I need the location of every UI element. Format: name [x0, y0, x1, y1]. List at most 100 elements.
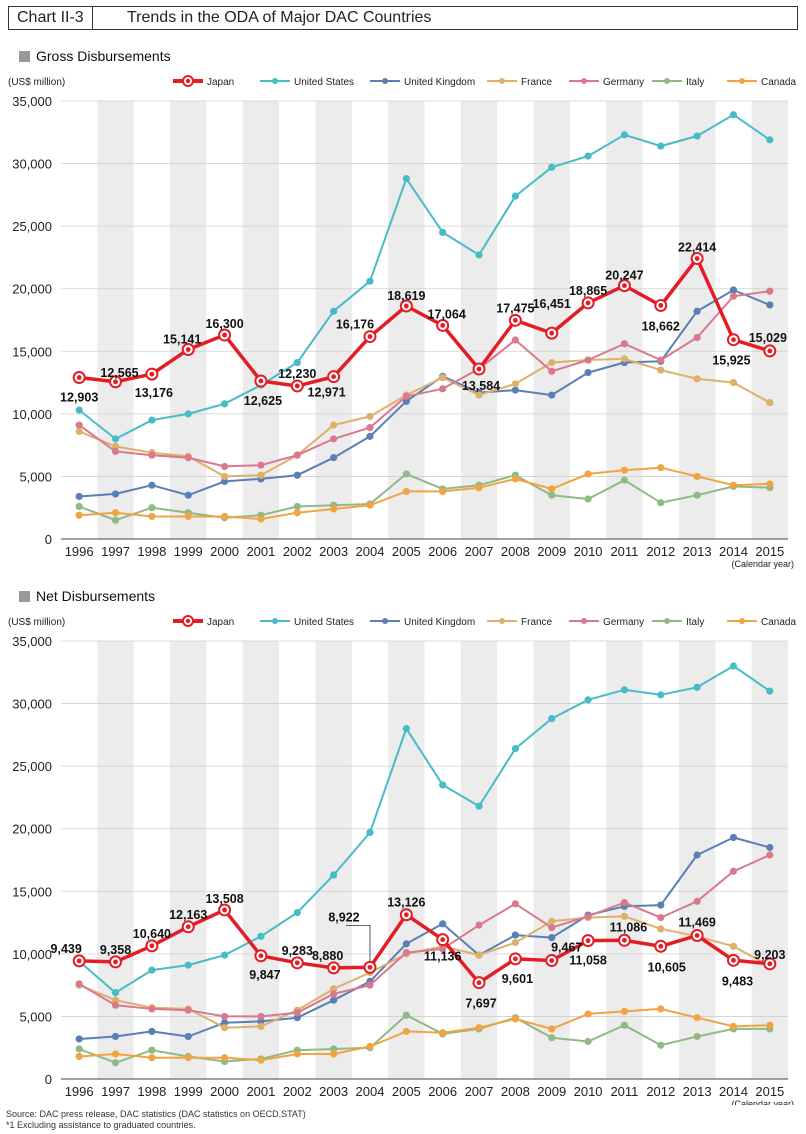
data-label-japan: 9,203	[754, 948, 785, 962]
x-tick-label: 2011	[610, 544, 638, 559]
data-point-canada	[657, 464, 665, 472]
data-point-france	[766, 398, 774, 407]
data-point-germany	[620, 340, 629, 348]
data-point-japan-dot	[76, 958, 82, 964]
data-label-japan: 8,880	[312, 949, 343, 963]
data-point-germany	[148, 1005, 156, 1013]
legend-label: United States	[294, 77, 354, 88]
series-canada	[75, 464, 774, 523]
x-tick-label: 2002	[283, 1084, 312, 1099]
data-point-france	[257, 1022, 265, 1031]
data-label-japan: 12,163	[169, 908, 207, 922]
data-label-japan: 13,126	[387, 896, 425, 910]
year-band	[678, 101, 716, 539]
footnote: *1 Excluding assistance to graduated cou…	[6, 1120, 196, 1130]
legend-marker-dot	[185, 618, 191, 624]
data-point-france	[330, 421, 338, 429]
x-tick-label: 2002	[283, 544, 312, 559]
series-germany	[75, 287, 774, 471]
legend-marker	[739, 618, 745, 624]
y-tick-label: 10,000	[12, 947, 52, 962]
data-point-germany	[511, 900, 519, 908]
data-point-united-states	[220, 951, 229, 959]
data-label-japan: 10,640	[133, 927, 171, 941]
data-label-japan: 13,176	[135, 386, 173, 400]
data-label-japan: 16,300	[205, 317, 243, 331]
y-tick-label: 30,000	[12, 157, 52, 172]
data-point-germany	[729, 867, 738, 875]
data-point-japan-dot	[403, 303, 409, 309]
data-point-france	[729, 378, 738, 387]
data-point-canada	[75, 511, 83, 519]
data-point-japan-dot	[585, 300, 591, 306]
data-point-united-kingdom	[511, 386, 519, 394]
series-united-states	[75, 662, 774, 997]
series-line-united-kingdom	[79, 289, 771, 498]
data-point-italy	[402, 1011, 410, 1019]
data-label-japan: 11,086	[610, 920, 648, 934]
data-point-canada	[257, 1056, 265, 1064]
data-point-france	[475, 391, 483, 399]
series-japan	[72, 903, 777, 990]
data-point-germany	[729, 292, 738, 300]
data-point-germany	[439, 945, 447, 953]
data-label-japan: 11,058	[569, 954, 607, 968]
data-point-canada	[548, 1025, 556, 1033]
data-point-france	[657, 925, 665, 933]
data-point-canada	[584, 470, 592, 478]
data-point-united-states	[366, 828, 374, 837]
data-point-germany	[111, 1001, 120, 1009]
data-point-canada	[511, 475, 519, 483]
data-point-france	[257, 471, 265, 479]
year-band	[97, 641, 134, 1079]
chart-title: Trends in the ODA of Major DAC Countries	[127, 9, 432, 26]
data-point-italy	[75, 1045, 83, 1053]
year-band	[170, 101, 207, 539]
legend-marker	[739, 78, 745, 84]
legend-label: United Kingdom	[404, 77, 475, 88]
data-point-germany	[111, 447, 120, 455]
year-band	[388, 641, 425, 1079]
x-tick-label: 2012	[646, 1084, 675, 1099]
data-point-italy	[657, 499, 665, 507]
data-point-germany	[75, 980, 83, 988]
data-point-germany	[366, 981, 374, 989]
data-point-canada	[620, 1007, 629, 1016]
legend-item-japan: Japan	[173, 75, 234, 88]
y-tick-label: 25,000	[12, 219, 52, 234]
data-point-france	[330, 985, 338, 993]
data-point-canada	[220, 512, 229, 521]
y-tick-label: 15,000	[12, 884, 52, 899]
data-point-united-kingdom	[366, 432, 374, 440]
data-point-italy	[330, 1045, 338, 1053]
data-point-germany	[293, 1009, 301, 1017]
y-tick-label: 5,000	[19, 469, 52, 484]
series-line-united-states	[78, 113, 771, 440]
data-point-united-states	[475, 251, 483, 259]
year-band	[388, 101, 425, 539]
data-label-japan: 17,475	[496, 301, 534, 315]
data-point-united-states	[657, 142, 665, 150]
year-band	[460, 641, 498, 1079]
data-point-japan-dot	[658, 303, 664, 308]
data-point-united-kingdom	[293, 1014, 301, 1022]
source-note: Source: DAC press release, DAC statistic…	[6, 1109, 306, 1119]
data-point-japan-dot	[622, 283, 627, 289]
y-tick-label: 5,000	[19, 1009, 52, 1024]
data-point-united-states	[148, 966, 156, 974]
data-point-united-kingdom	[511, 931, 519, 939]
data-point-germany	[148, 451, 156, 459]
data-label-japan: 9,467	[551, 941, 582, 955]
y-tick-label: 30,000	[12, 697, 52, 712]
data-point-united-kingdom	[766, 843, 774, 852]
data-point-united-kingdom	[75, 492, 83, 501]
data-point-germany	[184, 1006, 192, 1014]
data-point-japan-dot	[512, 317, 518, 323]
x-tick-label: 2013	[683, 1084, 712, 1099]
data-point-germany	[584, 912, 592, 920]
series-line-germany	[78, 290, 770, 468]
data-label-japan: 12,565	[100, 366, 138, 380]
legend-item-japan: Japan	[173, 615, 234, 628]
data-point-united-states	[148, 416, 156, 424]
data-point-germany	[257, 1012, 265, 1021]
